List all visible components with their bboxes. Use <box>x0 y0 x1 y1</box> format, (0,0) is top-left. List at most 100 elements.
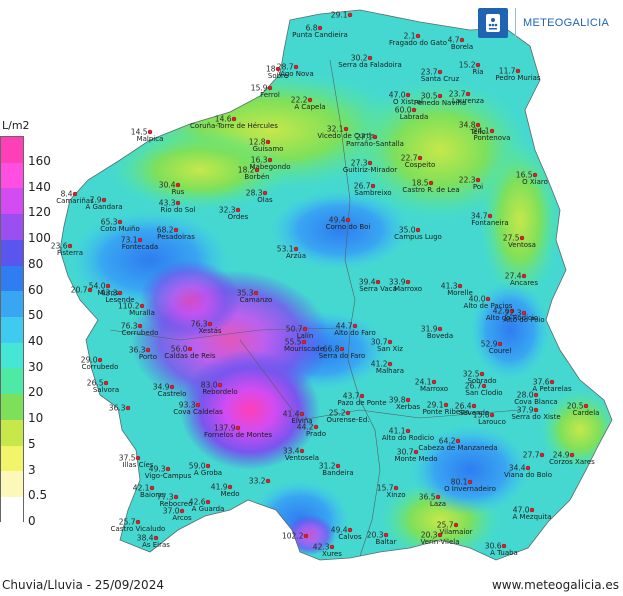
station-dot[interactable] <box>367 55 373 61</box>
station-marker[interactable]: 7.9A Gandara <box>85 196 122 212</box>
station-dot[interactable] <box>195 402 201 408</box>
station-dot[interactable] <box>265 478 271 484</box>
station-dot[interactable] <box>117 290 123 296</box>
station-dot[interactable] <box>169 384 175 390</box>
station-marker[interactable]: 38.4As Eiras <box>137 534 170 550</box>
station-dot[interactable] <box>265 139 271 145</box>
station-dot[interactable] <box>393 485 399 491</box>
station-dot[interactable] <box>262 190 268 196</box>
station-dot[interactable] <box>343 126 349 132</box>
station-dot[interactable] <box>317 25 323 31</box>
station-dot[interactable] <box>175 200 181 206</box>
station-dot[interactable] <box>479 371 485 377</box>
station-dot[interactable] <box>428 180 434 186</box>
station-dot[interactable] <box>375 279 381 285</box>
station-dot[interactable] <box>187 346 193 352</box>
station-dot[interactable] <box>293 64 299 70</box>
station-dot[interactable] <box>307 97 313 103</box>
station-dot[interactable] <box>437 69 443 75</box>
station-dot[interactable] <box>352 323 358 329</box>
station-dot[interactable] <box>539 452 545 458</box>
station-marker[interactable]: 37.6A Petarelas <box>532 378 572 394</box>
station-marker[interactable]: 59.0A Groba <box>189 462 222 478</box>
station-dot[interactable] <box>101 197 107 203</box>
station-marker[interactable]: 22.2A Capela <box>291 96 326 112</box>
station-dot[interactable] <box>437 532 443 538</box>
station-dot[interactable] <box>254 167 260 173</box>
station-dot[interactable] <box>179 508 185 514</box>
station-dot[interactable] <box>175 182 181 188</box>
station-dot[interactable] <box>529 507 535 513</box>
station-dot[interactable] <box>235 425 241 431</box>
station-dot[interactable] <box>489 412 495 418</box>
station-dot[interactable] <box>147 129 153 135</box>
station-dot[interactable] <box>437 93 443 99</box>
station-dot[interactable] <box>299 448 305 454</box>
station-dot[interactable] <box>533 407 539 413</box>
station-dot[interactable] <box>137 237 143 243</box>
station-dot[interactable] <box>165 466 171 472</box>
station-dot[interactable] <box>501 543 507 549</box>
station-dot[interactable] <box>301 339 307 345</box>
station-dot[interactable] <box>117 219 123 225</box>
station-dot[interactable] <box>437 326 443 332</box>
station-dot[interactable] <box>87 287 93 293</box>
station-dot[interactable] <box>149 485 155 491</box>
station-dot[interactable] <box>549 379 555 385</box>
station-dot[interactable] <box>521 310 527 316</box>
station-dot[interactable] <box>173 494 179 500</box>
station-dot[interactable] <box>487 213 493 219</box>
station-dot[interactable] <box>457 283 463 289</box>
station-dot[interactable] <box>497 341 503 347</box>
station-dot[interactable] <box>413 449 419 455</box>
station-marker[interactable]: 27.7 <box>523 451 545 460</box>
station-dot[interactable] <box>329 544 335 550</box>
station-dot[interactable] <box>415 227 421 233</box>
